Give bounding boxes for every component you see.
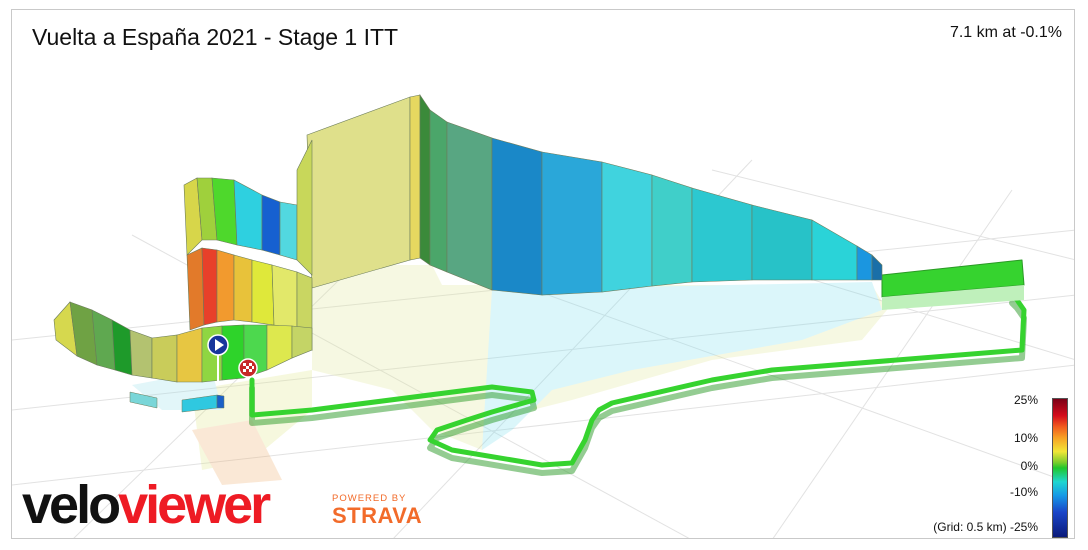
route-summary: 7.1 km at -0.1% [949,24,1062,41]
profile-low-segments [129,391,225,413]
gradient-legend [1052,398,1068,538]
logo-velo: velo [22,475,121,535]
grid-note: (Grid: 0.5 km) [933,520,1007,534]
legend-tick-minus-25: (Grid: 0.5 km) -25% [933,520,1038,534]
play-icon [215,339,224,351]
legend-tick-10: 10% [1013,431,1038,445]
veloviewer-logo[interactable]: veloviewer [22,475,322,537]
legend-tick-0: 0% [1020,459,1038,473]
gradient-color-bar [1052,398,1068,538]
profile-wall-main [306,94,883,296]
viewer-frame[interactable]: Vuelta a España 2021 - Stage 1 ITT 7.1 k… [11,9,1075,539]
profile-wall-loop [183,139,313,276]
legend-tick-25: 25% [1013,393,1038,407]
powered-by-label: POWERED BY [332,493,407,504]
start-marker[interactable] [207,334,229,382]
page-title: Vuelta a España 2021 - Stage 1 ITT [32,24,399,50]
finish-marker[interactable] [238,358,258,378]
logo-viewer: viewer [118,475,271,535]
route-3d-view[interactable] [12,10,1075,539]
checkered-flag-icon [243,363,254,372]
profile-reflection [132,265,887,485]
route-track [249,259,1027,476]
strava-wordmark: STRAVA [332,503,423,528]
legend-tick-minus-10: -10% [1009,485,1038,499]
strava-logo[interactable]: POWERED BY STRAVA [332,493,442,528]
